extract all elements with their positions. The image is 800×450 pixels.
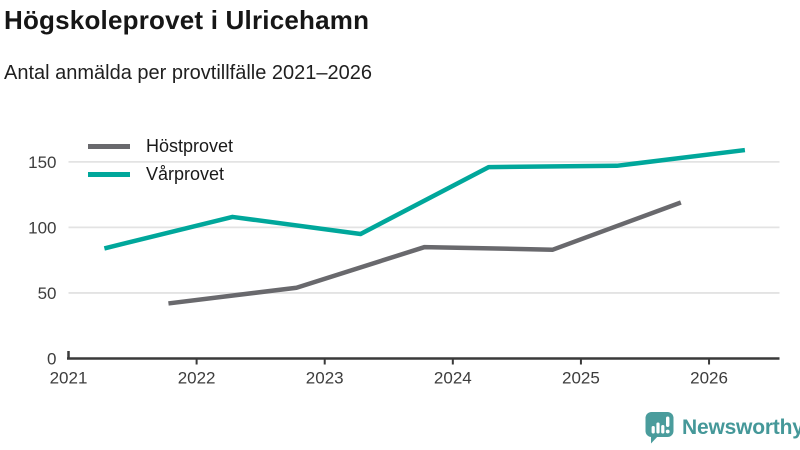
chart-title: Högskoleprovet i Ulricehamn: [4, 5, 370, 35]
y-tick-label: 150: [28, 153, 56, 172]
series-line-höstprovet: [168, 200, 682, 306]
x-tick-label: 2022: [178, 369, 216, 388]
legend-label-hostprovet: Höstprovet: [143, 137, 237, 156]
series-line-vårprovet: [103, 147, 746, 251]
y-tick-label: 100: [28, 218, 56, 237]
x-tick-label: 2021: [50, 369, 88, 388]
newsworthy-logo-icon: [645, 412, 674, 444]
legend-item-varprovet: Vårprovet: [88, 165, 236, 184]
y-tick-label: 50: [38, 284, 57, 303]
newsworthy-brand-text: Newsworthy: [682, 415, 800, 439]
legend-label-varprovet: Vårprovet: [143, 165, 228, 184]
legend: Höstprovet Vårprovet: [88, 137, 237, 193]
y-tick-label: 0: [47, 350, 56, 369]
legend-swatch-varprovet: [88, 172, 130, 177]
x-tick-label: 2026: [690, 369, 728, 388]
x-tick-label: 2024: [434, 369, 472, 388]
chart-subtitle: Antal anmälda per provtillfälle 2021–202…: [4, 62, 373, 84]
x-tick-label: 2023: [306, 369, 344, 388]
newsworthy-brand: Newsworthy: [644, 411, 800, 444]
x-tick-label: 2025: [562, 369, 600, 388]
legend-item-hostprovet: Höstprovet: [88, 137, 237, 156]
legend-swatch-hostprovet: [88, 144, 130, 149]
